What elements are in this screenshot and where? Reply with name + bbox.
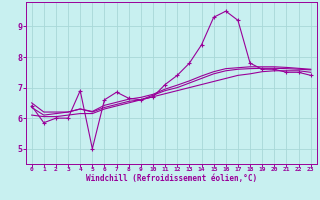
X-axis label: Windchill (Refroidissement éolien,°C): Windchill (Refroidissement éolien,°C) [86, 174, 257, 183]
